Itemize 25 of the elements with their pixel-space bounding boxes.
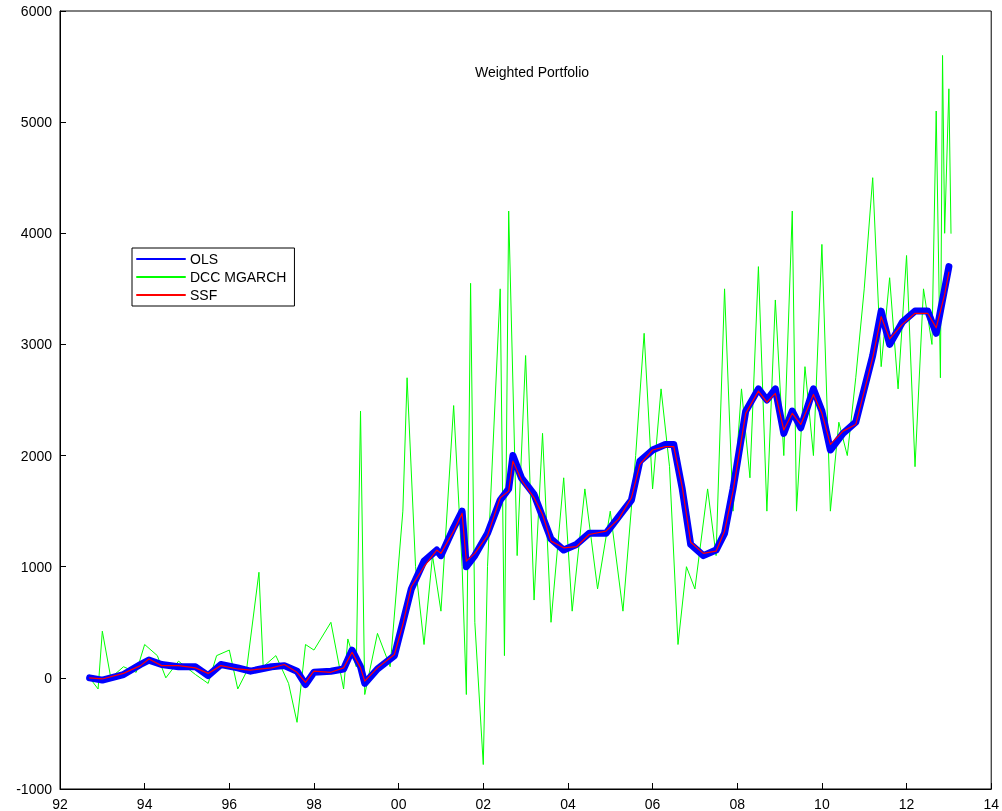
legend-label: OLS: [190, 251, 219, 267]
legend-label: DCC MGARCH: [190, 269, 287, 285]
y-tick-label: 3000: [20, 336, 53, 353]
x-tick-label: 00: [390, 796, 407, 811]
x-tick-label: 02: [475, 796, 492, 811]
x-tick-label: 14: [983, 796, 1000, 811]
y-tick-label: 5000: [20, 114, 53, 131]
x-tick-label: 10: [814, 796, 830, 811]
x-tick-label: 92: [52, 796, 68, 811]
y-tick-label: 2000: [20, 447, 53, 464]
x-tick-label: 94: [136, 796, 153, 811]
legend-label: SSF: [190, 287, 218, 303]
y-tick-label: -1000: [16, 781, 53, 797]
y-tick-label: 1000: [20, 558, 53, 575]
x-tick-label: 04: [560, 796, 576, 811]
y-tick-label: 4000: [20, 225, 53, 242]
x-tick-label: 08: [729, 796, 746, 811]
y-tick-label: 0: [44, 669, 53, 686]
line-series: [89, 54, 952, 766]
text: Weighted Portfolio: [474, 64, 590, 80]
x-tick-label: 06: [644, 796, 661, 811]
y-tick-label: 6000: [20, 3, 53, 19]
x-tick-label: 98: [306, 796, 322, 811]
x-tick-label: 96: [221, 796, 238, 811]
x-tick-label: 12: [898, 796, 915, 811]
